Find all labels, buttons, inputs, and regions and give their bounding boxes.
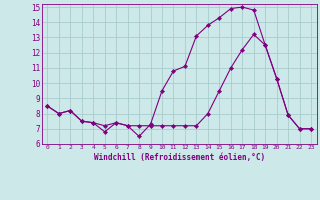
X-axis label: Windchill (Refroidissement éolien,°C): Windchill (Refroidissement éolien,°C) bbox=[94, 153, 265, 162]
